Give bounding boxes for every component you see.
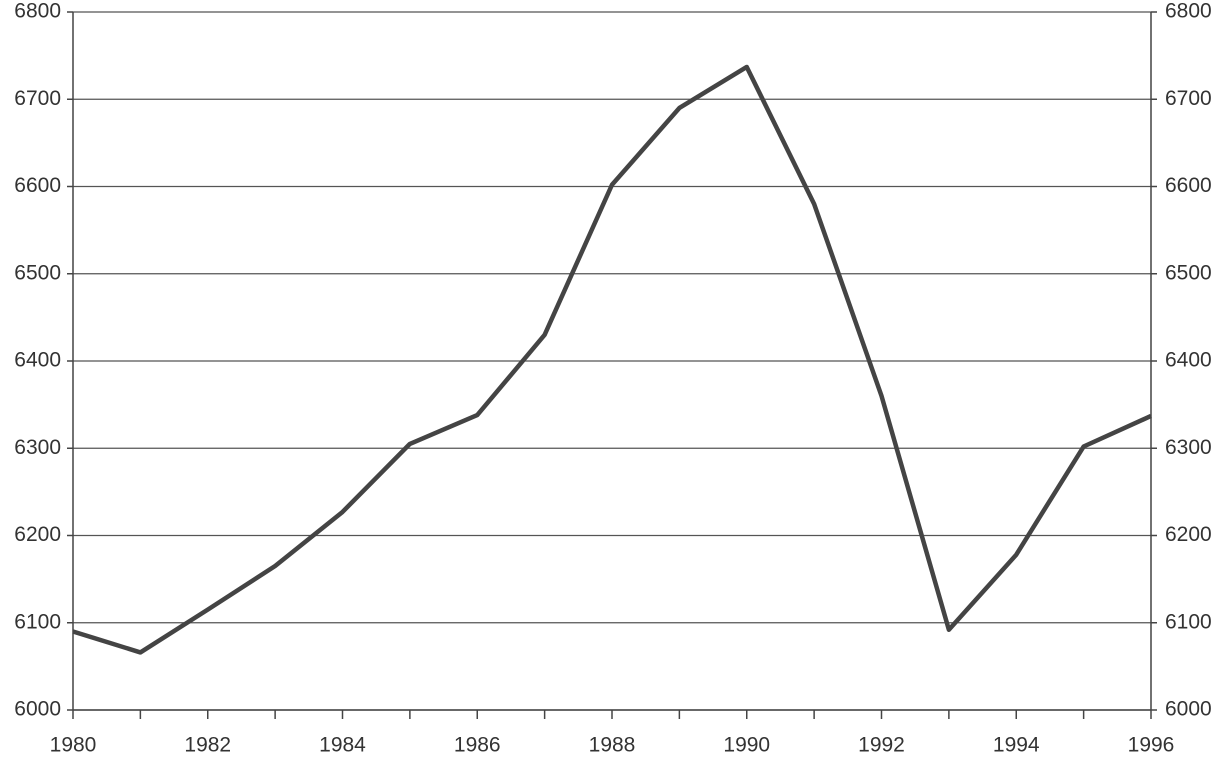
y2-tick-label: 6200: [1165, 523, 1212, 546]
y2-tick-label: 6500: [1165, 261, 1212, 284]
y-tick-label: 6700: [14, 87, 61, 110]
data-line: [72, 64, 1152, 655]
y-tick-label: 6200: [14, 523, 61, 546]
y2-tick-label: 6800: [1165, 0, 1212, 23]
x-tick-label: 1996: [1128, 734, 1175, 757]
y2-tick-label: 6100: [1165, 610, 1212, 633]
y-tick-label: 6500: [14, 261, 61, 284]
x-tick-label: 1990: [723, 734, 770, 757]
x-tick-label: 1992: [858, 734, 905, 757]
x-tick-label: 1994: [993, 734, 1040, 757]
y2-tick-label: 6600: [1165, 174, 1212, 197]
x-tick-label: 1988: [589, 734, 636, 757]
x-tick-label: 1980: [50, 734, 97, 757]
x-tick-label: 1986: [454, 734, 501, 757]
y2-tick-label: 6700: [1165, 87, 1212, 110]
x-tick-label: 1982: [184, 734, 231, 757]
y2-tick-label: 6400: [1165, 349, 1212, 372]
y2-tick-label: 6300: [1165, 436, 1212, 459]
x-tick-label: 1984: [319, 734, 366, 757]
y-tick-label: 6000: [14, 698, 61, 721]
y2-tick-label: 6000: [1165, 698, 1212, 721]
y-tick-label: 6400: [14, 349, 61, 372]
y-tick-label: 6800: [14, 0, 61, 23]
y-tick-label: 6300: [14, 436, 61, 459]
y-tick-label: 6600: [14, 174, 61, 197]
y-tick-label: 6100: [14, 610, 61, 633]
